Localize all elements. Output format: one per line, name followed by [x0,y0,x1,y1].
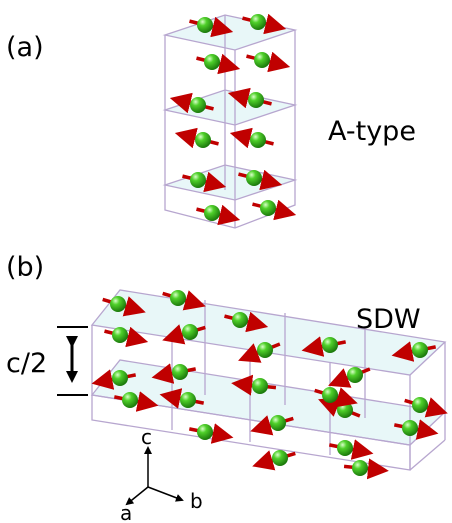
atom [250,132,266,148]
atom [110,296,126,312]
atom [190,97,206,113]
atom [180,392,196,408]
panel-label: (a) [6,32,44,63]
atom [270,415,286,431]
axes [127,448,182,504]
atom [402,420,418,436]
atom [246,170,262,186]
atom [412,342,428,358]
atom [252,378,268,394]
atom [197,17,213,33]
axis-label: c [141,425,152,449]
atom [204,205,220,221]
structure-name: SDW [356,304,421,335]
cell-face [165,15,295,50]
unit-cell-a [165,15,295,228]
atom [112,327,128,343]
atom [204,54,220,70]
structure-name: A-type [328,116,416,147]
atom [112,370,128,386]
atom [272,450,288,466]
atom [337,402,353,418]
figure: (a) A-type (b) SDW c/2 c a b [0,0,452,523]
atom [197,424,213,440]
atom [182,324,198,340]
atom [172,364,188,380]
dimension-label: c/2 [6,348,47,379]
atom [190,172,206,188]
atom [352,460,368,476]
atom [412,397,428,413]
atom [257,342,273,358]
atom [232,312,248,328]
atom [122,392,138,408]
cell-edge [410,440,445,470]
atom [248,92,264,108]
atom [322,387,338,403]
atom [250,14,266,30]
atom [347,367,363,383]
axis-label: b [190,489,203,513]
atom [337,440,353,456]
atom [254,52,270,68]
cell-face [165,90,295,125]
axis-arrow [148,487,182,500]
atom [195,132,211,148]
axis-label: a [120,501,132,523]
panel-label: (b) [6,252,44,283]
atom [260,200,276,216]
atom [170,290,186,306]
diagram: (a) A-type (b) SDW c/2 c a b [0,0,452,523]
atom [322,337,338,353]
half-c-marker [57,327,88,395]
